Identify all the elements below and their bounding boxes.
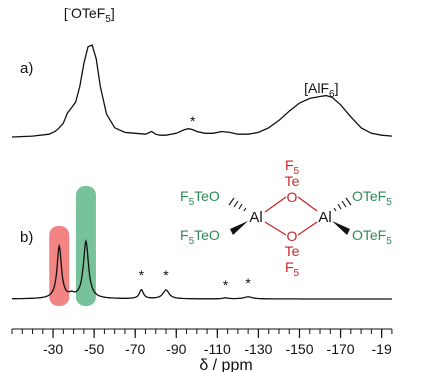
bridge-bottom-f5: F5 [285, 259, 300, 279]
x-tick-label: -70 [125, 341, 145, 357]
x-tick-label: -110 [204, 341, 231, 357]
wedge-bond-right [332, 221, 350, 235]
hashed-bond-left [228, 197, 247, 212]
bridge-top-te: Te [285, 173, 300, 189]
spectra [11, 44, 392, 300]
x-tick-label: -30 [43, 341, 63, 357]
x-tick-label: -19 [372, 341, 392, 357]
molecular-structure: F5 Te O O Te F5 Al Al F5TeO F5TeO OTeF5 … [180, 157, 392, 279]
x-tick-label: -130 [244, 341, 272, 357]
impurity-star-2: * [163, 267, 169, 283]
atom-al-right: Al [318, 209, 331, 226]
x-tick-label: -170 [327, 341, 355, 357]
hashed-bond-right [333, 197, 352, 212]
x-axis-label: δ / ppm [199, 357, 252, 372]
impurity-star-4: * [245, 275, 251, 291]
annotation-alf6: [AlF6] [304, 80, 338, 100]
impurity-star-3: * [223, 277, 229, 293]
bridge-top-f5: F5 [285, 157, 300, 177]
bridge-top-o: O [287, 189, 298, 205]
highlight-band-green [75, 186, 96, 306]
impurity-star-0: * [190, 113, 196, 129]
x-axis: -30 -50 -70 -90 -110 -130 -150 -170 -19 [11, 328, 393, 357]
spectrum-b-trace [12, 238, 392, 300]
x-tick-label: -90 [166, 341, 186, 357]
ligand-left-top: F5TeO [180, 188, 220, 208]
panel-label-a: a) [20, 60, 33, 77]
bond-o-al-bottom-right [297, 221, 318, 236]
annotation-otef5: [-OTeF5] [64, 4, 115, 25]
panel-label-b: b) [20, 229, 33, 246]
bond-al-o-top-left [264, 196, 287, 213]
peak-highlights [49, 186, 96, 306]
x-tick-label: -150 [285, 341, 313, 357]
ligand-left-bottom: F5TeO [180, 227, 220, 247]
ligand-right-bottom: OTeF5 [352, 227, 392, 247]
x-tick-label: -50 [84, 341, 104, 357]
bond-al-o-bottom-left [264, 221, 287, 236]
atom-al-left: Al [249, 209, 262, 226]
impurity-markers: * * * * * [139, 113, 252, 293]
wedge-bond-left [230, 221, 248, 235]
bridge-bottom-o: O [287, 228, 298, 244]
highlight-band-red [49, 226, 70, 306]
ligand-right-top: OTeF5 [352, 188, 392, 208]
bond-o-al-top-right [297, 196, 318, 212]
impurity-star-1: * [139, 267, 145, 283]
bridge-bottom-te: Te [285, 243, 300, 259]
spectrum-a-trace [11, 44, 392, 138]
